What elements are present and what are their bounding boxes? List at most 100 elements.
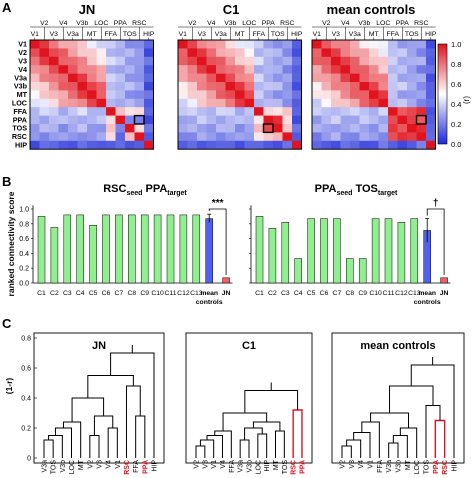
heatmap-cell bbox=[397, 56, 408, 66]
bar-y-tick-label: 1.0 bbox=[19, 207, 29, 214]
heatmap-cell bbox=[350, 65, 360, 74]
heatmap-cell bbox=[134, 40, 145, 49]
heatmap-cell bbox=[197, 73, 207, 83]
heatmap-cell bbox=[359, 98, 370, 108]
heatmap-cell bbox=[216, 132, 226, 142]
bar bbox=[397, 222, 406, 284]
dendrogram-leaf-label: V4 bbox=[358, 460, 365, 469]
heatmap-col-label: MT bbox=[369, 31, 379, 38]
heatmap-cell bbox=[312, 90, 322, 100]
heatmap-cell bbox=[292, 65, 302, 74]
bar-x-label: C9 bbox=[140, 290, 149, 297]
dendrogram-link bbox=[195, 445, 206, 458]
dendrogram-link bbox=[239, 439, 250, 458]
heatmap-row-label: V2 bbox=[18, 48, 27, 57]
heatmap-cell bbox=[388, 48, 398, 58]
heatmap-cell bbox=[350, 98, 360, 108]
heatmap-cell bbox=[416, 48, 427, 58]
heatmap-col-label: V3b bbox=[76, 20, 88, 27]
dendrogram-leaf-label: LOC bbox=[69, 460, 76, 474]
heatmap-cell bbox=[30, 140, 40, 150]
heatmap-cell bbox=[273, 73, 283, 83]
heatmap-cell bbox=[235, 132, 245, 142]
bar-x-label: JN bbox=[222, 290, 231, 297]
heatmap-cell bbox=[197, 56, 207, 66]
bar-x-label: C7 bbox=[115, 290, 124, 297]
heatmap-cell bbox=[77, 40, 88, 49]
bar-y-tick-label: 0.8 bbox=[19, 221, 29, 228]
bar bbox=[102, 214, 110, 284]
heatmap-cell bbox=[206, 40, 217, 49]
heatmap-cell bbox=[321, 132, 332, 142]
heatmap-cell bbox=[407, 107, 417, 116]
heatmap-cell bbox=[178, 90, 188, 100]
bar bbox=[358, 258, 367, 284]
heatmap-cell bbox=[397, 48, 408, 58]
heatmap-cell bbox=[340, 124, 351, 133]
heatmap-cell bbox=[49, 65, 59, 74]
heatmap-cell bbox=[30, 98, 40, 108]
heatmap-cell bbox=[125, 107, 135, 116]
heatmap-cell bbox=[331, 140, 341, 150]
heatmap-cell bbox=[282, 115, 293, 125]
heatmap-cell bbox=[235, 98, 245, 108]
heatmap-cell bbox=[187, 107, 198, 116]
heatmap-cell bbox=[144, 115, 154, 125]
colorbar-tick: 0.4 bbox=[451, 100, 461, 109]
heatmap-cell bbox=[197, 40, 207, 49]
heatmap-cell bbox=[125, 48, 135, 58]
heatmap-cell bbox=[378, 82, 389, 91]
heatmap-cell bbox=[68, 124, 78, 133]
heatmap-col-label: RSC bbox=[414, 20, 428, 27]
heatmap-cell bbox=[235, 90, 245, 100]
heatmap-cell bbox=[312, 115, 322, 125]
heatmap-col-label: PPA bbox=[114, 20, 128, 27]
significance-bracket bbox=[426, 208, 445, 275]
bar-x-label: C9 bbox=[358, 290, 367, 297]
dendrogram-leaf-label: MT bbox=[78, 459, 85, 470]
heatmap-cell bbox=[350, 132, 360, 142]
heatmap-cell bbox=[378, 124, 389, 133]
heatmap-cell bbox=[125, 90, 135, 100]
bar bbox=[63, 214, 72, 284]
heatmap-cell bbox=[216, 98, 226, 108]
heatmap-cell bbox=[125, 115, 135, 125]
heatmap-cell bbox=[115, 56, 126, 66]
heatmap-col-label: MT bbox=[87, 31, 97, 38]
heatmap-cell bbox=[178, 107, 188, 116]
dendrogram-y-tick-label: 0.6 bbox=[21, 366, 31, 373]
heatmap-col-label: LOC bbox=[242, 20, 256, 27]
bar bbox=[128, 214, 136, 284]
bar-x-label: controls bbox=[414, 299, 441, 306]
bar-x-label: C10 bbox=[369, 290, 382, 297]
heatmap-cell bbox=[331, 132, 341, 142]
heatmap-cell bbox=[340, 115, 351, 125]
dendrogram-link bbox=[292, 409, 303, 458]
heatmap-col-label: RSC bbox=[280, 20, 294, 27]
heatmap-cell bbox=[87, 140, 97, 150]
heatmap-cell bbox=[235, 73, 245, 83]
heatmap-cell bbox=[87, 132, 97, 142]
heatmap-cell bbox=[225, 107, 236, 116]
heatmap-cell bbox=[331, 90, 341, 100]
heatmap-row-label: V1 bbox=[18, 40, 27, 49]
heatmap-cell bbox=[407, 82, 417, 91]
heatmap-cell bbox=[369, 65, 379, 74]
heatmap-cell bbox=[263, 65, 274, 74]
heatmap-cell bbox=[187, 65, 198, 74]
heatmap-cell bbox=[369, 132, 379, 142]
bar bbox=[89, 225, 97, 284]
heatmap-cell bbox=[254, 65, 264, 74]
heatmap-cell bbox=[407, 48, 417, 58]
heatmap-cell bbox=[197, 65, 207, 74]
heatmap-cell bbox=[77, 132, 88, 142]
heatmap-cell bbox=[134, 140, 145, 150]
heatmap-cell bbox=[388, 65, 398, 74]
heatmap-cell bbox=[216, 82, 226, 91]
dendrogram-leaf-label: V4 bbox=[106, 460, 113, 469]
heatmap-row-label: V4 bbox=[18, 65, 27, 74]
heatmap-cell bbox=[369, 73, 379, 83]
heatmap-cell bbox=[426, 40, 436, 49]
